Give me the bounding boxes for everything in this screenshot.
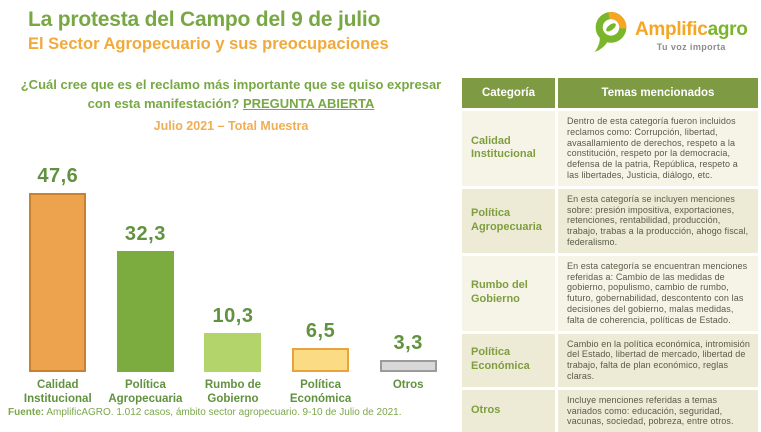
- bar-value-label: 3,3: [393, 332, 423, 354]
- bar-category-label: Política Económica: [289, 379, 352, 406]
- speech-bubble-leaf-icon: [590, 10, 632, 60]
- table-row: Política Agropecuaria En esta categoría s…: [462, 188, 758, 253]
- source-label: Fuente:: [8, 407, 45, 418]
- bar-category-label: Calidad Institucional: [23, 379, 92, 406]
- table-row: Política Económica Cambio en la política …: [462, 333, 758, 387]
- open-question-tag: PREGUNTA ABIERTA: [242, 95, 375, 111]
- category-cell: Política Agropecuaria: [462, 188, 555, 253]
- question-line-2: con esta manifestación? PREGUNTA ABIERTA: [12, 95, 450, 114]
- bar-category-label: Otros: [392, 379, 424, 391]
- bar-group: 47,6: [14, 165, 102, 372]
- description-cell: Cambio en la política económica, intromi…: [558, 333, 758, 387]
- source-text: AmplificAGRO. 1.012 casos, ámbito sector…: [44, 407, 402, 418]
- brand-wordmark: Amplificagro: [635, 19, 748, 41]
- bars-area: 47,6 32,3 10,3 6,5 3,3: [14, 150, 452, 372]
- categories-table: Categoría Temas mencionados Calidad Inst…: [462, 78, 758, 432]
- brand-part-orange: Amplific: [635, 18, 708, 40]
- bar-group: 6,5: [277, 320, 365, 372]
- question-line-1: ¿Cuál cree que es el reclamo más importa…: [20, 77, 442, 92]
- description-cell: Dentro de esta categoría fueron incluido…: [558, 111, 758, 186]
- bar-group: 3,3: [364, 332, 452, 372]
- category-cell: Calidad Institucional: [462, 111, 555, 186]
- bar: [204, 333, 262, 372]
- description-cell: En esta categoría se incluyen menciones …: [558, 188, 758, 253]
- bar-category-label: Rumbo de Gobierno: [204, 379, 262, 406]
- bar-group: 10,3: [189, 305, 277, 372]
- page-title: La protesta del Campo del 9 de julio: [28, 8, 381, 31]
- table-header-topics: Temas mencionados: [558, 78, 758, 108]
- bar-category-label: Política Agropecuaria: [108, 379, 183, 406]
- bar-value-label: 32,3: [124, 223, 166, 245]
- bar-value-label: 47,6: [37, 165, 79, 187]
- category-cell: Rumbo del Gobierno: [462, 255, 555, 331]
- table-body: Calidad Institucional Dentro de esta cate…: [462, 111, 758, 432]
- category-cell: Otros: [462, 389, 555, 432]
- page-subtitle: El Sector Agropecuario y sus preocupacio…: [28, 35, 389, 53]
- category-labels-row: Calidad Institucional Política Agropecuar…: [14, 378, 452, 407]
- survey-question: ¿Cuál cree que es el reclamo más importa…: [12, 76, 450, 135]
- source-note: Fuente: AmplificAGRO. 1.012 casos, ámbit…: [8, 407, 402, 418]
- description-cell: En esta categoría se encuentran mencione…: [558, 255, 758, 331]
- question-line-2-prefix: con esta manifestación?: [87, 95, 243, 111]
- bar-value-label: 6,5: [305, 320, 336, 342]
- description-cell: Incluye menciones referidas a temas vari…: [558, 389, 758, 432]
- bar-group: 32,3: [102, 223, 190, 372]
- bar-value-label: 10,3: [212, 305, 254, 327]
- table-row: Rumbo del Gobierno En esta categoría se e…: [462, 255, 758, 331]
- bar-chart: 47,6 32,3 10,3 6,5 3,3 Calidad Institucional…: [14, 150, 452, 407]
- bar: [116, 251, 174, 372]
- table-row: Otros Incluye menciones referidas a temas…: [462, 389, 758, 432]
- brand-part-green: agro: [707, 18, 748, 40]
- amplificagro-logo: Amplificagro Tu voz importa: [590, 10, 755, 60]
- table-row: Calidad Institucional Dentro de esta cate…: [462, 111, 758, 186]
- table-header-row: Categoría Temas mencionados: [462, 78, 758, 108]
- category-cell: Política Económica: [462, 333, 555, 387]
- table-header-category: Categoría: [462, 78, 555, 108]
- bar: [29, 193, 87, 372]
- sample-period-label: Julio 2021 – Total Muestra: [153, 118, 309, 133]
- bar: [379, 360, 437, 372]
- bar: [292, 348, 350, 372]
- brand-tagline: Tu voz importa: [656, 41, 726, 52]
